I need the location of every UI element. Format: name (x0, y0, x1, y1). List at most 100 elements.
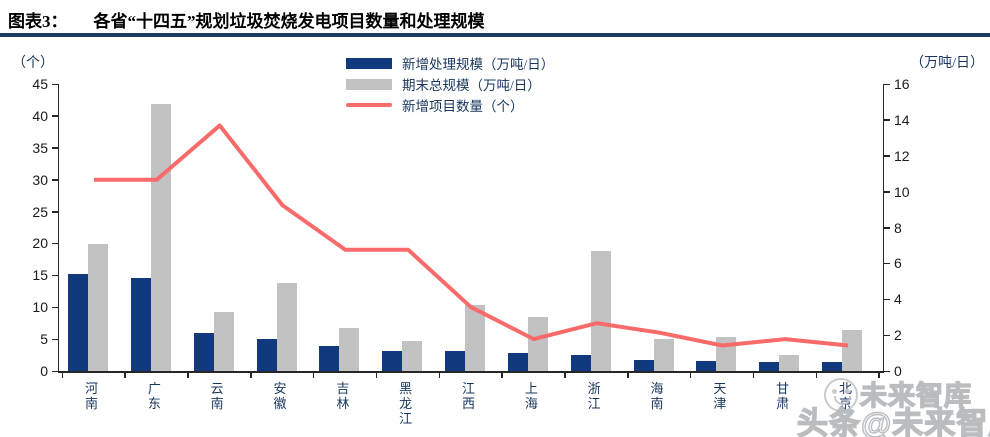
left-axis-tick (52, 338, 58, 341)
bar-new-capacity (633, 360, 654, 371)
x-axis-tick (438, 373, 441, 378)
bar-total-capacity (88, 243, 108, 371)
chart-plot (58, 84, 884, 373)
new-project-count-line (94, 123, 849, 348)
left-axis-tick-label: 25 (32, 203, 48, 220)
x-axis-tick (878, 373, 880, 378)
x-axis-tick (815, 373, 818, 378)
x-axis-tick (752, 373, 755, 378)
bar-new-capacity (130, 277, 151, 371)
right-axis-tick-label: 10 (894, 183, 910, 200)
legend-swatch-line (346, 103, 392, 107)
left-axis-tick-label: 30 (32, 171, 48, 188)
right-axis-tick (884, 83, 890, 85)
toutiao-smiley-icon (824, 378, 858, 412)
x-axis-tick (124, 373, 126, 378)
x-axis-tick (501, 373, 503, 378)
left-axis-tick-label: 10 (32, 299, 48, 316)
x-axis-category-label: 天津 (713, 381, 727, 411)
right-axis-tick (884, 227, 890, 229)
bar-total-capacity (653, 338, 674, 371)
bar-new-capacity (256, 338, 277, 371)
bar-new-capacity (319, 345, 340, 371)
bar-new-capacity (822, 362, 842, 371)
x-axis-tick (187, 373, 189, 378)
x-axis-category-label: 云南 (210, 381, 224, 411)
chart-legend: 新增处理规模（万吨/日） 期末总规模（万吨/日） 新增项目数量（个） (346, 56, 555, 114)
bar-total-capacity (842, 329, 862, 371)
bar-total-capacity (339, 328, 360, 371)
x-axis-category-label: 河南 (85, 381, 99, 411)
left-axis-unit: （个） (12, 56, 54, 71)
x-axis-tick (312, 373, 315, 378)
legend-item: 期末总规模（万吨/日） (346, 77, 554, 93)
bar-new-capacity (507, 353, 528, 371)
watermark-line1: 未来智库 (859, 380, 972, 411)
bar-new-capacity (759, 362, 780, 371)
x-axis-category-label: 吉林 (336, 381, 350, 411)
left-axis-tick-label: 45 (32, 76, 48, 92)
watermark-line2: 头条@未来智库 (796, 405, 990, 437)
bar-total-capacity (402, 340, 423, 371)
line-path (94, 123, 849, 348)
bar-total-capacity (276, 283, 297, 371)
right-axis-tick-label: 16 (894, 76, 910, 92)
right-axis-tick (884, 191, 890, 193)
figure-title: 各省“十四五”规划垃圾焚烧发电项目数量和处理规模 (93, 12, 485, 31)
left-axis-tick (52, 147, 58, 149)
left-axis-tick-label: 5 (40, 331, 48, 348)
figure-header: 图表3： 各省“十四五”规划垃圾焚烧发电项目数量和处理规模 (8, 7, 485, 32)
bar-total-capacity (779, 354, 800, 371)
left-axis-tick-label: 15 (32, 267, 48, 284)
x-axis-tick (250, 373, 252, 378)
legend-label: 新增处理规模（万吨/日） (402, 57, 555, 72)
right-axis-tick (884, 370, 890, 372)
x-axis-tick (375, 373, 378, 378)
left-axis-tick (52, 306, 58, 309)
left-axis-tick-label: 20 (32, 235, 48, 252)
x-axis-tick (627, 373, 629, 378)
left-axis-tick-label: 0 (40, 363, 48, 379)
right-axis-unit: （万吨/日） (910, 56, 984, 71)
right-axis-tick (884, 119, 890, 121)
right-axis-tick-label: 4 (894, 291, 902, 308)
left-axis-tick-label: 35 (32, 139, 48, 156)
bar-new-capacity (570, 354, 591, 371)
figure-number: 图表3： (8, 12, 68, 31)
x-axis-tick (61, 373, 64, 378)
bar-new-capacity (696, 361, 717, 371)
bar-new-capacity (445, 351, 465, 371)
bar-total-capacity (590, 250, 611, 371)
bar-total-capacity (527, 317, 548, 371)
right-axis-tick-label: 0 (894, 363, 902, 379)
bar-new-capacity (382, 351, 403, 371)
right-axis-tick-label: 2 (894, 327, 902, 344)
left-axis-tick (52, 274, 58, 277)
left-axis-tick (52, 211, 58, 213)
left-axis-tick (52, 115, 58, 117)
header-divider (0, 33, 990, 37)
legend-item: 新增处理规模（万吨/日） (346, 56, 555, 72)
right-axis-tick-label: 12 (894, 147, 910, 164)
x-axis-category-label: 江西 (462, 381, 476, 411)
right-axis-tick-label: 8 (894, 219, 902, 236)
legend-swatch-bar (346, 78, 392, 90)
x-axis-category-label: 海南 (650, 381, 664, 411)
right-axis-tick (884, 334, 890, 337)
bar-new-capacity (193, 333, 214, 371)
legend-item: 新增项目数量（个） (346, 98, 554, 114)
right-axis-tick (884, 155, 890, 157)
bar-new-capacity (68, 274, 88, 371)
left-axis-tick (52, 83, 58, 85)
x-axis-category-label: 上海 (524, 381, 538, 411)
x-axis-tick (689, 373, 692, 378)
left-axis-tick (52, 370, 58, 372)
right-axis-tick (884, 262, 890, 265)
legend-label: 期末总规模（万吨/日） (402, 78, 541, 93)
x-axis-category-label: 甘肃 (776, 381, 790, 411)
bar-total-capacity (213, 311, 234, 371)
right-axis-tick-label: 6 (894, 255, 902, 272)
left-axis-tick-label: 40 (32, 107, 48, 124)
x-axis-tick (564, 373, 566, 378)
